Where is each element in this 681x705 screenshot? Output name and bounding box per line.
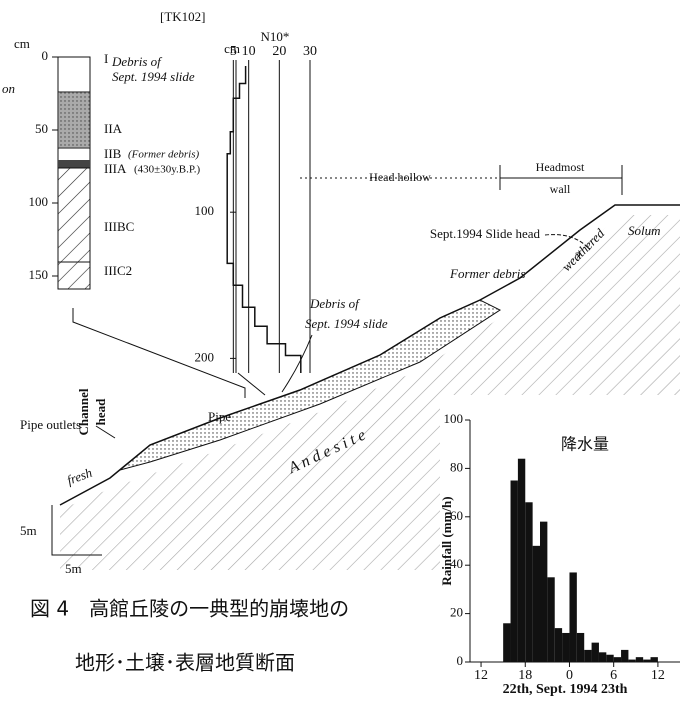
label: Sept. 1994 slide	[305, 316, 388, 331]
label: Former debris	[449, 266, 525, 281]
bar	[584, 650, 591, 662]
bar	[592, 643, 599, 662]
label: Pipe	[208, 409, 231, 424]
layer-desc: (Former debris)	[128, 149, 200, 161]
tick-label: 150	[29, 267, 49, 282]
cut-text: on	[2, 81, 15, 96]
label: Debris of	[309, 296, 361, 311]
bar	[606, 655, 613, 662]
label: fresh	[65, 465, 94, 488]
x-tick-label: 10	[242, 44, 256, 59]
layer-name: I	[104, 51, 108, 66]
x-tick-label: 18	[518, 668, 532, 683]
bar	[533, 546, 540, 662]
x-tick-label: 20	[272, 44, 286, 59]
y-tick-label: 200	[195, 349, 215, 364]
bar	[518, 459, 525, 662]
bar	[621, 650, 628, 662]
bar	[651, 657, 658, 662]
axis-title: N10*	[261, 29, 290, 44]
page: [TK102] on cm 050100150 I Debris of Sept…	[0, 0, 681, 705]
caption: 地形･土壌･表層地質断面	[75, 651, 295, 675]
profile-line	[227, 66, 301, 373]
bar	[540, 522, 547, 662]
layer-iiia	[58, 160, 90, 168]
y-tick-label: 80	[450, 459, 463, 474]
profile-ticks: 0 50 100 150	[29, 48, 59, 282]
y-tick-label: 100	[195, 203, 215, 218]
layer-desc: (430±30y.B.P.)	[134, 164, 200, 176]
scale-label: 5m	[65, 561, 82, 576]
label: Head hollow	[369, 170, 431, 184]
y-axis-label: Rainfall (mm/h)	[439, 496, 454, 585]
tick-label: 0	[42, 48, 49, 63]
label: head	[93, 398, 108, 426]
site-label: [TK102]	[160, 9, 206, 24]
bar	[525, 502, 532, 662]
bar	[562, 633, 569, 662]
bar	[628, 660, 635, 662]
bar	[555, 628, 562, 662]
layer-desc: Debris of	[111, 54, 163, 69]
scale-label: 5m	[20, 523, 37, 538]
bar	[643, 660, 650, 662]
label: Headmost	[536, 160, 585, 174]
chart-title: 降水量	[561, 435, 609, 454]
y-axis-label: cm	[224, 41, 240, 56]
bar	[599, 652, 606, 662]
bar	[577, 633, 584, 662]
y-tick-label: 100	[444, 411, 464, 426]
x-tick-label: 30	[303, 44, 317, 59]
bar	[636, 657, 643, 662]
connector	[73, 308, 245, 398]
bar	[614, 657, 621, 662]
tick-label: 100	[29, 194, 49, 209]
connector	[238, 373, 265, 395]
bar	[547, 577, 554, 662]
x-tick-label: 6	[610, 668, 617, 683]
caption: 図 4 高館丘陵の一典型的崩壊地の	[30, 597, 349, 621]
figure: [TK102] on cm 050100150 I Debris of Sept…	[0, 0, 681, 705]
pointer	[96, 426, 115, 438]
bar	[569, 572, 576, 662]
x-tick-label: 12	[474, 668, 488, 683]
pointer	[282, 335, 312, 392]
layer-iiibc	[58, 168, 90, 289]
layer-name: IIA	[104, 121, 123, 136]
layer-desc: Sept. 1994 slide	[112, 69, 195, 84]
label: Pipe outlets	[20, 417, 81, 432]
bar	[503, 623, 510, 662]
label: wall	[550, 182, 571, 196]
layer-iia-shade	[58, 92, 90, 148]
x-tick-label: 12	[651, 668, 665, 683]
unit-label: cm	[14, 36, 30, 51]
y-tick-label: 0	[457, 653, 464, 668]
layer-name: IIIC2	[104, 263, 132, 278]
layer-name: IIIBC	[104, 219, 134, 234]
x-axis-label: 22th, Sept. 1994 23th	[503, 682, 628, 697]
bar	[511, 481, 518, 663]
x-tick-label: 0	[566, 668, 573, 683]
layer-name: IIIA	[104, 161, 127, 176]
layer-name: IIB	[104, 146, 122, 161]
label: Solum	[628, 223, 661, 238]
y-tick-label: 20	[450, 605, 463, 620]
tick-label: 50	[35, 121, 48, 136]
label: Sept.1994 Slide head	[430, 226, 541, 241]
